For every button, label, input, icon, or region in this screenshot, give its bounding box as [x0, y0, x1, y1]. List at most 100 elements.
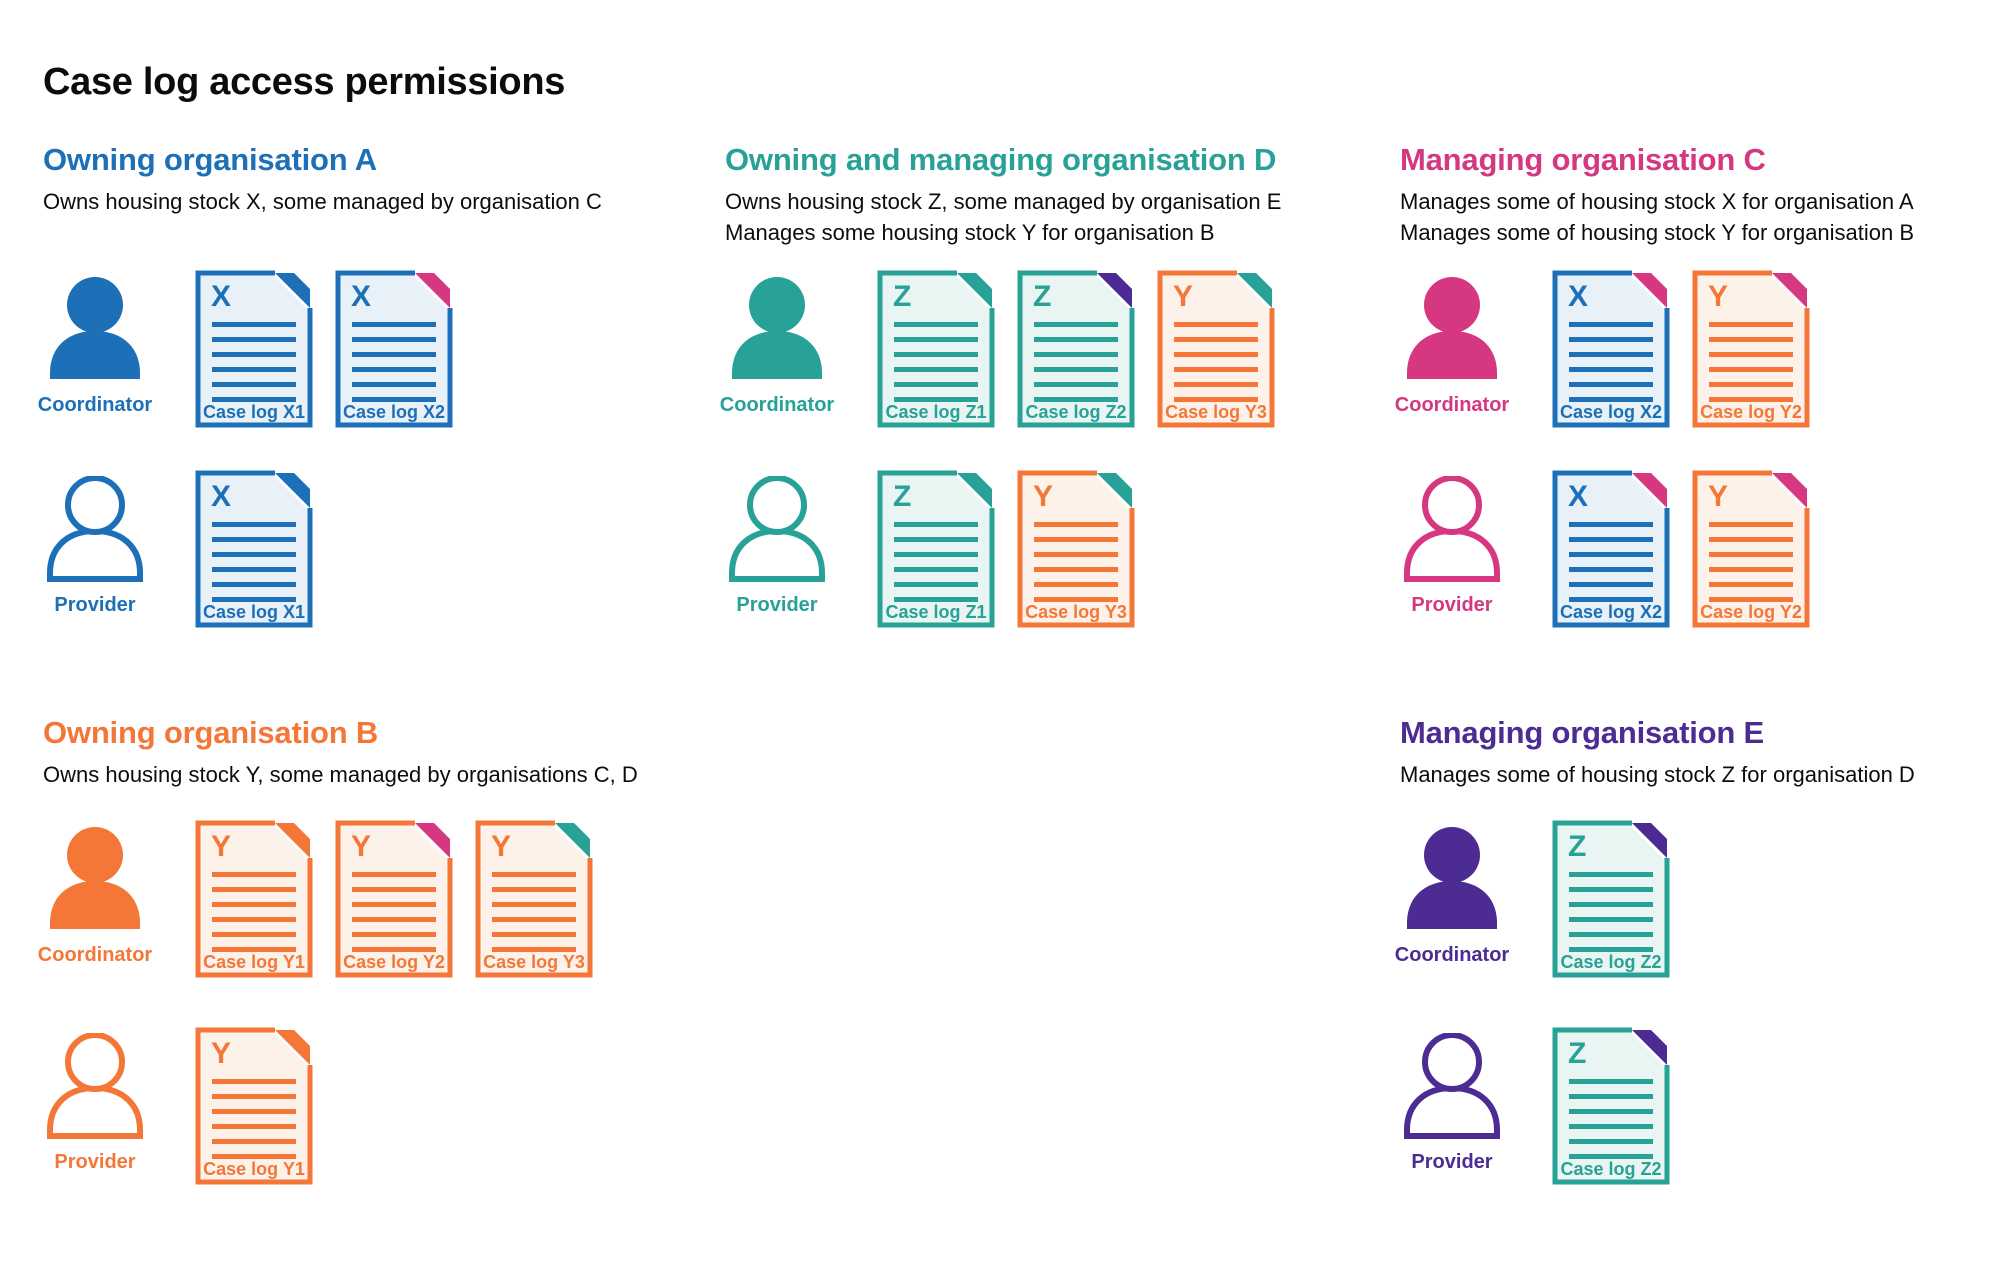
role-label: Coordinator: [719, 394, 835, 416]
org-description-line: Manages some of housing stock Y for orga…: [1400, 220, 1915, 245]
case-log-doc: X Case log X1: [195, 270, 313, 428]
doc-letter: X: [351, 280, 372, 313]
provider-person: Provider: [1400, 1027, 1504, 1187]
case-log-doc: Y Case log Y1: [195, 1027, 313, 1185]
provider-person: Provider: [725, 470, 829, 630]
doc-text-lines: [1569, 322, 1653, 412]
org-description-line: Manages some housing stock Y for organis…: [725, 220, 1215, 245]
person-outline-icon: [729, 476, 825, 582]
doc-label: Case log Z2: [1560, 1159, 1662, 1179]
doc-label: Case log X1: [202, 402, 306, 422]
doc-letter: Z: [893, 280, 912, 313]
case-log-doc: X Case log X2: [335, 270, 453, 428]
doc-text-lines: [1034, 522, 1118, 612]
provider-row: Provider Y Case log Y1: [43, 1027, 723, 1187]
doc-text-lines: [212, 522, 296, 612]
provider-row: Provider Z Case log Z2: [1400, 1027, 2000, 1187]
doc-letter: Y: [351, 830, 372, 863]
document-icon: [1552, 470, 1670, 628]
page-title: Case log access permissions: [43, 61, 566, 104]
org-heading: Managing organisation C: [1400, 142, 1766, 177]
case-log-doc: X Case log X2: [1552, 470, 1670, 628]
doc-label: Case log Z1: [885, 402, 987, 422]
doc-letter: Y: [1173, 280, 1194, 313]
case-log-doc: Z Case log Z2: [1017, 270, 1135, 428]
document-icon: [1157, 270, 1275, 428]
person-filled-icon: [1407, 827, 1497, 929]
provider-row: Provider X Case log X2 Y Case log Y2: [1400, 470, 2000, 630]
org-heading: Owning organisation A: [43, 142, 377, 177]
document-icon: [475, 820, 593, 978]
org-description-line: Owns housing stock Z, some managed by or…: [725, 189, 1282, 214]
person-outline-icon: [1404, 1033, 1500, 1139]
coordinator-person: Coordinator: [38, 270, 152, 430]
doc-letter: Z: [1568, 1037, 1587, 1070]
org-description-line: Manages some of housing stock Z for orga…: [1400, 762, 1915, 787]
doc-letter: Y: [1708, 480, 1729, 513]
case-log-doc: Y Case log Y2: [1692, 470, 1810, 628]
doc-letter: Y: [211, 1037, 232, 1070]
section-managing-org-e: Managing organisation E Manages some of …: [1395, 715, 2000, 1185]
person-outline-icon: [47, 1033, 143, 1139]
doc-text-lines: [212, 872, 296, 962]
case-log-doc: X Case log X2: [1552, 270, 1670, 428]
doc-label: Case log Y1: [203, 952, 305, 972]
role-label: Coordinator: [1394, 944, 1510, 966]
doc-letter: Z: [893, 480, 912, 513]
role-label: Provider: [736, 594, 818, 616]
doc-label: Case log Z1: [885, 602, 987, 622]
doc-label: Case log X2: [342, 402, 446, 422]
doc-letter: Z: [1568, 830, 1587, 863]
document-icon: [195, 470, 313, 628]
doc-text-lines: [894, 322, 978, 412]
coordinator-row: Coordinator Z Case log Z1 Z Case log Z2: [720, 270, 1405, 430]
document-icon: [335, 270, 453, 428]
doc-text-lines: [1569, 872, 1653, 962]
org-heading: Owning and managing organisation D: [725, 142, 1277, 177]
doc-letter: Y: [1033, 480, 1054, 513]
case-log-doc: Y Case log Y3: [1157, 270, 1275, 428]
org-heading: Managing organisation E: [1400, 715, 1764, 750]
person-filled-icon: [732, 277, 822, 379]
person-outline-icon: [47, 476, 143, 582]
doc-label: Case log Y3: [483, 952, 585, 972]
section-owning-org-b: Owning organisation B Owns housing stock…: [38, 715, 723, 1185]
document-icon: [195, 1027, 313, 1185]
document-icon: [1017, 270, 1135, 428]
case-log-doc: Z Case log Z2: [1552, 1027, 1670, 1185]
doc-letter: X: [1568, 480, 1589, 513]
provider-person: Provider: [43, 1027, 147, 1187]
role-label: Provider: [1411, 1151, 1493, 1173]
doc-label: Case log Y3: [1025, 602, 1127, 622]
document-icon: [335, 820, 453, 978]
document-icon: [1692, 470, 1810, 628]
doc-label: Case log Y3: [1165, 402, 1267, 422]
provider-row: Provider Z Case log Z1 Y Case log Y3: [725, 470, 1405, 630]
document-icon: [1017, 470, 1135, 628]
org-description-line: Owns housing stock Y, some managed by or…: [43, 762, 638, 787]
doc-text-lines: [212, 322, 296, 412]
doc-label: Case log Y2: [343, 952, 445, 972]
coordinator-row: Coordinator X Case log X1 X Case log X2: [38, 270, 723, 430]
case-log-doc: Z Case log Z1: [877, 470, 995, 628]
role-label: Coordinator: [1394, 394, 1510, 416]
doc-letter: Y: [211, 830, 232, 863]
doc-text-lines: [212, 1079, 296, 1169]
role-label: Provider: [54, 1151, 136, 1173]
provider-row: Provider X Case log X1: [43, 470, 723, 630]
doc-letter: Y: [491, 830, 512, 863]
doc-letter: X: [1568, 280, 1589, 313]
doc-text-lines: [352, 322, 436, 412]
doc-label: Case log Z2: [1025, 402, 1127, 422]
document-icon: [877, 270, 995, 428]
document-icon: [877, 470, 995, 628]
doc-text-lines: [1569, 1079, 1653, 1169]
doc-text-lines: [352, 872, 436, 962]
doc-label: Case log Y1: [203, 1159, 305, 1179]
document-icon: [1552, 820, 1670, 978]
case-log-doc: Z Case log Z1: [877, 270, 995, 428]
doc-label: Case log X2: [1559, 602, 1663, 622]
section-managing-org-c: Managing organisation C Manages some of …: [1395, 142, 2000, 628]
document-icon: [195, 820, 313, 978]
case-log-doc: Z Case log Z2: [1552, 820, 1670, 978]
